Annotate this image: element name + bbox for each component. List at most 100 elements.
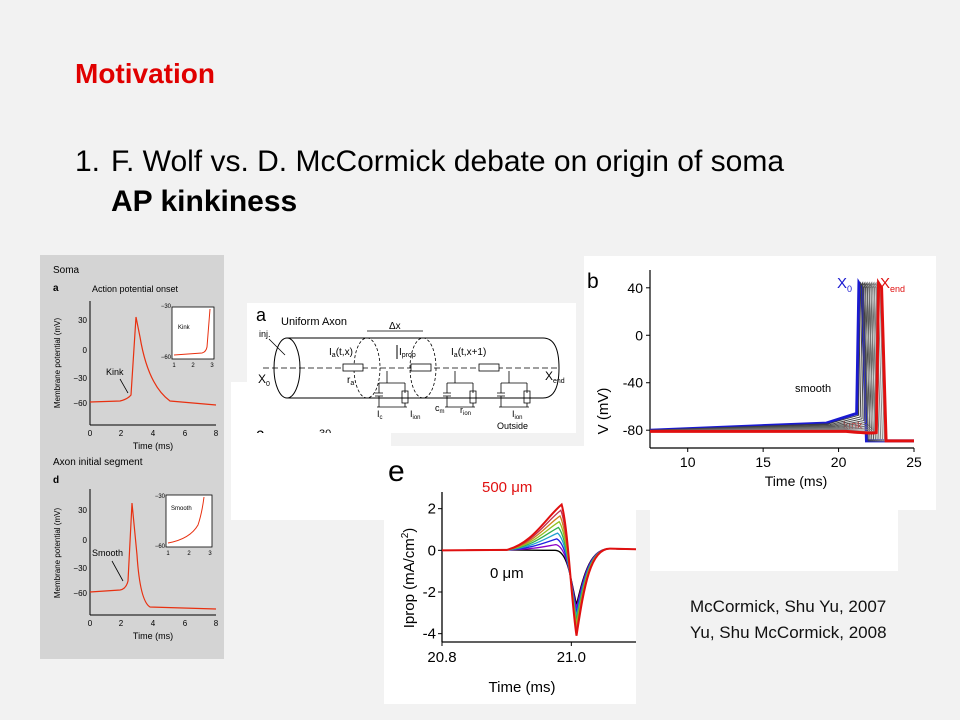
panel-a-xlabel: Time (ms) <box>133 441 173 451</box>
panel-d-inset-xtick: 3 <box>208 551 212 557</box>
axon-ia2-label: Ia(t,x+1) <box>451 347 486 359</box>
panel-b-xtick-label: 15 <box>755 454 771 470</box>
panel-a-xtick: 4 <box>151 429 156 438</box>
axon-panel-letter: a <box>256 305 267 325</box>
axon-inj-arrow <box>268 338 286 356</box>
panel-d-xtick: 2 <box>119 619 124 628</box>
bullet-point: 1. F. Wolf vs. D. McCormick debate on ori… <box>75 142 935 222</box>
panel-a-ytick: 30 <box>78 316 87 325</box>
axon-iprop-label: Iprop <box>399 347 416 359</box>
reference-1: McCormick, Shu Yu, 2007 <box>690 597 887 616</box>
axon-xend-label: Xend <box>545 369 565 385</box>
panel-e-trace <box>441 532 636 617</box>
panel-d-inset-ytick: −30 <box>155 494 166 500</box>
panel-e-chart: e Iprop (mA/cm2) Time (ms) 500 μm 0 μm 2… <box>388 455 636 696</box>
panel-e-trace <box>441 543 636 609</box>
axon-resistor-mid <box>410 363 432 372</box>
panel-a-inset-label: Kink <box>178 325 191 331</box>
panel-e-0um-label: 0 μm <box>490 565 524 582</box>
panel-e-ytick-label: -2 <box>423 584 436 601</box>
axon-body <box>287 337 560 399</box>
panel-e-letter: e <box>388 455 405 488</box>
panel-a-xtick: 2 <box>119 429 124 438</box>
fig-left-ais-header: Axon initial segment <box>53 457 143 468</box>
panel-b-letter: b <box>587 270 599 293</box>
panel-d-inset-xtick: 1 <box>166 551 170 557</box>
panel-e-axes: 2 0 -2 -4 20.8 21.0 <box>423 492 636 666</box>
panel-a-xtick: 6 <box>183 429 188 438</box>
axon-ra-label: ra <box>347 375 354 387</box>
panel-a-inset-xtick: 1 <box>172 363 176 369</box>
panel-a-ytick: 0 <box>83 346 88 355</box>
panel-a-ytick: −30 <box>73 374 87 383</box>
panel-b-ytick-label: -40 <box>623 375 643 391</box>
panel-d-ytick: −60 <box>73 589 87 598</box>
panel-d-trace <box>89 502 217 610</box>
panel-d-inset <box>165 494 213 548</box>
panel-d-xtick: 8 <box>214 619 219 628</box>
panel-a-ytick: −60 <box>73 399 87 408</box>
panel-b-trace <box>650 278 914 443</box>
panel-e-ytick-label: 0 <box>428 542 436 559</box>
panel-b-ylabel: V (mV) <box>595 388 612 435</box>
panel-e-ytick-label: -4 <box>423 626 436 643</box>
panel-a-letter: a <box>53 283 59 294</box>
panel-e-xlabel: Time (ms) <box>489 679 556 696</box>
panel-a-inset <box>171 306 215 360</box>
panel-a-kink-arrow <box>119 378 129 394</box>
fig-left-header: Soma <box>53 265 80 276</box>
panel-b-x0-label: X0 <box>837 275 852 294</box>
panel-a-inset-xtick: 2 <box>191 363 195 369</box>
panel-a-ylabel: Membrane potential (mV) <box>53 318 62 409</box>
axon-inj-label: inj. <box>259 329 271 339</box>
panel-d-ytick: 30 <box>78 506 87 515</box>
panel-d-inset-ytick: −60 <box>155 544 166 550</box>
panel-a-inset-trace <box>173 308 211 356</box>
panel-a-inset-xtick: 3 <box>210 363 214 369</box>
panel-d-xtick: 6 <box>183 619 188 628</box>
panel-a-trace <box>89 316 217 406</box>
panel-d-ytick: −30 <box>73 564 87 573</box>
axon-x0-label: X0 <box>258 372 270 388</box>
panel-d-xlabel: Time (ms) <box>133 631 173 641</box>
panel-e-ytick-label: 2 <box>428 501 436 518</box>
panel-d-ytick: 0 <box>83 536 88 545</box>
axon-partial-letter: c <box>256 426 264 433</box>
panel-a-xtick: 8 <box>214 429 219 438</box>
panel-e-trace <box>441 514 636 629</box>
figure-soma-ais-svg: Soma a Action potential onset 30 0 −30 −… <box>53 265 219 641</box>
axon-title: Uniform Axon <box>281 316 347 328</box>
panel-d-xtick: 4 <box>151 619 156 628</box>
panel-b-axes: 40 0 -40 -80 10 15 20 25 <box>623 270 922 470</box>
panel-d-inset-label: Smooth <box>171 506 192 512</box>
axon-iion-label: Iion <box>410 409 421 421</box>
panel-e-500um-label: 500 μm <box>482 479 532 496</box>
panel-b-xtick-label: 25 <box>906 454 922 470</box>
panel-b-ytick-label: 0 <box>635 327 643 343</box>
panel-e-trace <box>441 548 636 605</box>
panel-e-ylabel: Iprop (mA/cm2) <box>400 528 418 629</box>
panel-b-xtick-label: 10 <box>680 454 696 470</box>
axon-resistor-right <box>478 363 500 372</box>
axon-iion2-label: Iion <box>512 409 523 421</box>
references: McCormick, Shu Yu, 2007 Yu, Shu McCormic… <box>690 594 887 646</box>
panel-a-title: Action potential onset <box>92 284 179 294</box>
panel-b-chart: b V (mV) Time (ms) X0 ... Xend smooth ki… <box>587 270 922 489</box>
panel-b-smooth-label: smooth <box>795 383 831 395</box>
axon-schematic-svg: a Uniform Axon inj. Δx X0 Xend Ia(t,x) I… <box>256 305 565 433</box>
panel-e-trace <box>441 520 636 625</box>
panel-e-xtick-label: 20.8 <box>427 649 456 666</box>
reference-2: Yu, Shu McCormick, 2008 <box>690 623 887 642</box>
bullet-text-line1: F. Wolf vs. D. McCormick debate on origi… <box>111 145 785 178</box>
axon-ia1-label: Ia(t,x) <box>329 347 353 359</box>
panel-b-ytick-label: -80 <box>623 422 643 438</box>
axon-partial-number: 30 <box>319 428 331 433</box>
panel-e-xtick-label: 21.0 <box>557 649 586 666</box>
panel-b-dots-label: ... <box>860 273 872 289</box>
axon-rion-label: rion <box>460 405 471 417</box>
figure-panel-b: b V (mV) Time (ms) X0 ... Xend smooth ki… <box>584 256 936 510</box>
panel-d-xtick: 0 <box>88 619 93 628</box>
panel-a-xtick: 0 <box>88 429 93 438</box>
figure-axon-schematic: a Uniform Axon inj. Δx X0 Xend Ia(t,x) I… <box>247 303 576 433</box>
slide-title: Motivation <box>75 58 215 89</box>
